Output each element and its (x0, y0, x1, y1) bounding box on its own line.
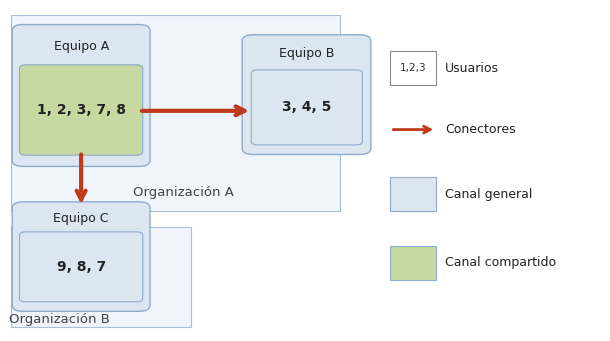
FancyBboxPatch shape (11, 15, 340, 211)
FancyBboxPatch shape (251, 70, 362, 145)
Text: Usuarios: Usuarios (445, 62, 500, 75)
Text: Equipo A: Equipo A (54, 40, 109, 53)
Text: Organización A: Organización A (132, 186, 234, 199)
Text: Canal general: Canal general (445, 188, 533, 201)
Text: 9, 8, 7: 9, 8, 7 (57, 260, 106, 274)
Text: Equipo C: Equipo C (54, 212, 109, 225)
FancyBboxPatch shape (390, 51, 436, 85)
FancyBboxPatch shape (242, 35, 371, 154)
FancyBboxPatch shape (12, 202, 150, 311)
Text: 3, 4, 5: 3, 4, 5 (282, 100, 331, 115)
Text: 1, 2, 3, 7, 8: 1, 2, 3, 7, 8 (37, 103, 126, 118)
Text: Canal compartido: Canal compartido (445, 256, 556, 269)
FancyBboxPatch shape (20, 232, 143, 302)
Text: 1,2,3: 1,2,3 (400, 63, 426, 73)
Text: Organización B: Organización B (9, 313, 110, 326)
Text: Conectores: Conectores (445, 123, 516, 136)
FancyBboxPatch shape (390, 177, 436, 211)
FancyBboxPatch shape (12, 25, 150, 166)
Text: Equipo B: Equipo B (279, 47, 334, 60)
FancyBboxPatch shape (390, 246, 436, 280)
FancyBboxPatch shape (11, 227, 191, 327)
FancyBboxPatch shape (20, 65, 143, 155)
